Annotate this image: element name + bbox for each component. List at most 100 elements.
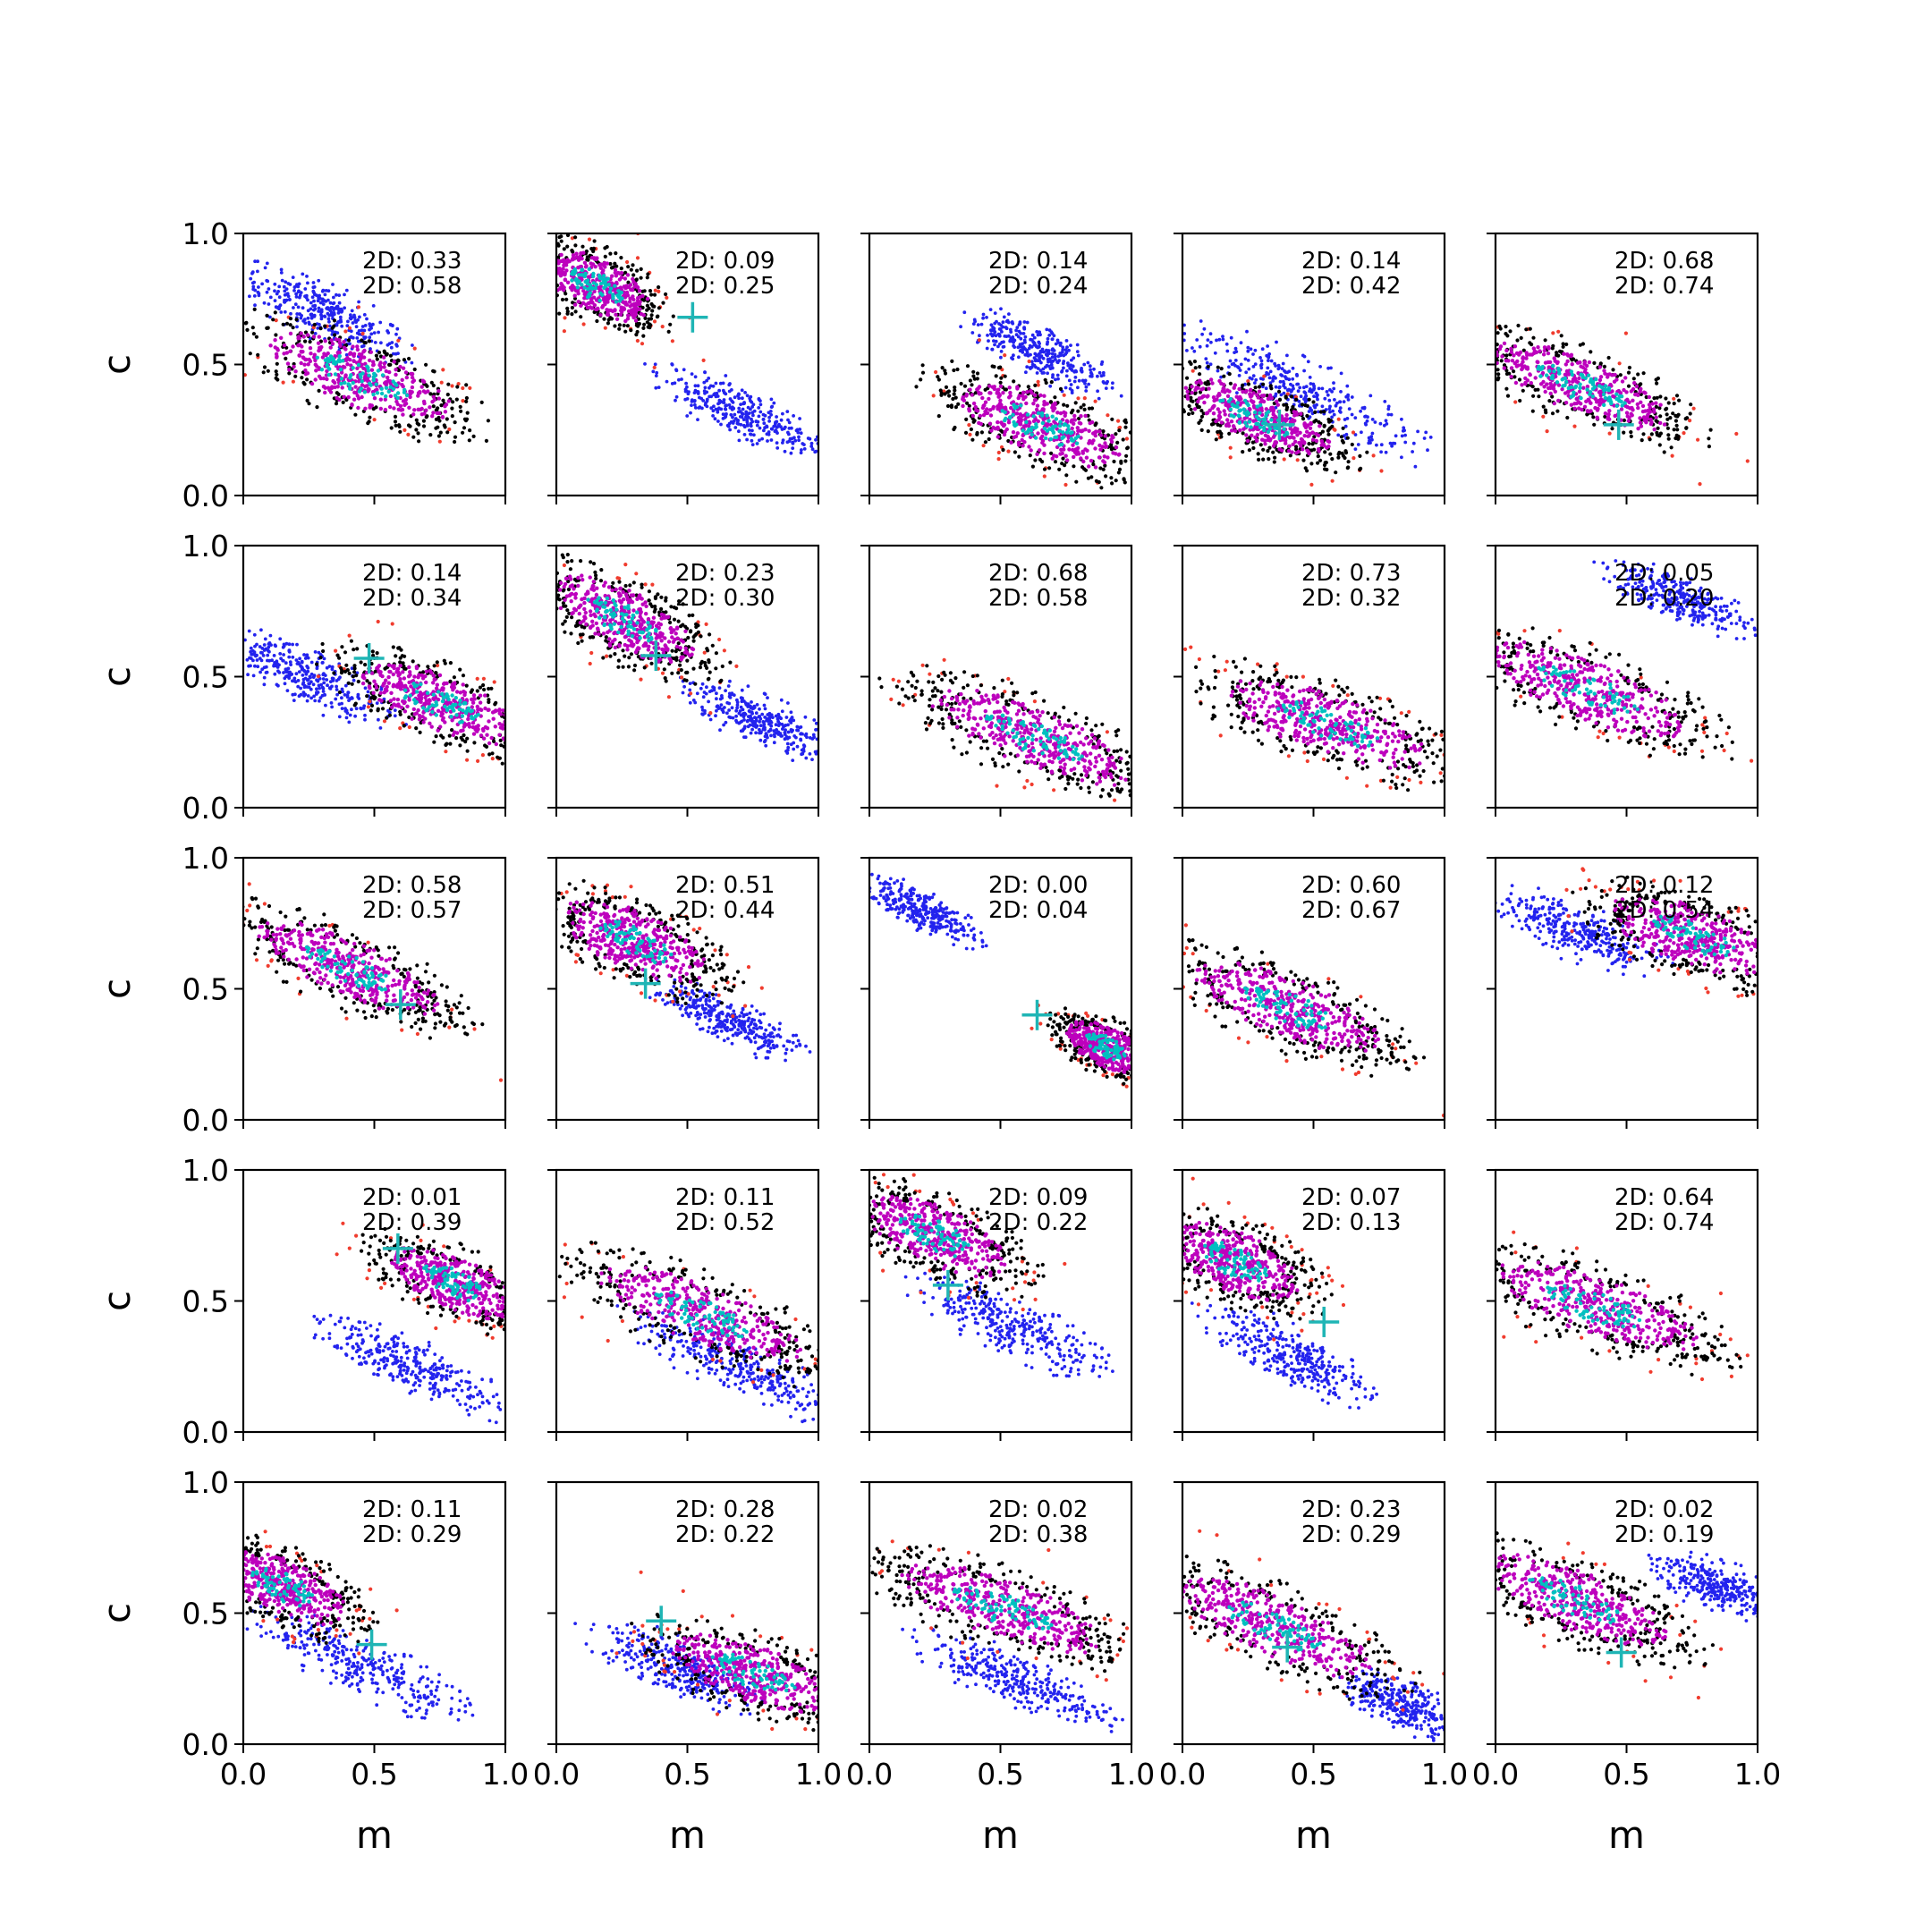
data-point bbox=[1246, 382, 1251, 386]
data-point bbox=[339, 377, 344, 381]
data-point bbox=[1253, 435, 1258, 440]
data-point bbox=[570, 248, 574, 253]
data-point bbox=[990, 364, 995, 369]
data-point bbox=[1051, 375, 1055, 379]
data-point bbox=[781, 411, 784, 416]
data-point bbox=[563, 259, 568, 264]
data-point bbox=[1224, 342, 1229, 346]
data-point bbox=[294, 658, 299, 662]
data-point bbox=[634, 306, 639, 310]
data-point bbox=[1033, 436, 1038, 440]
data-point bbox=[724, 403, 729, 408]
data-point bbox=[1508, 329, 1513, 334]
data-point bbox=[959, 325, 962, 329]
data-point bbox=[327, 367, 332, 371]
data-point bbox=[353, 318, 358, 323]
data-point bbox=[1062, 435, 1066, 439]
data-point bbox=[249, 646, 253, 650]
data-point bbox=[1258, 425, 1263, 429]
data-point bbox=[283, 289, 287, 293]
data-point bbox=[1301, 417, 1306, 421]
data-point bbox=[341, 359, 345, 363]
data-point bbox=[1643, 418, 1648, 422]
data-point bbox=[1565, 390, 1571, 394]
data-point bbox=[441, 368, 445, 372]
data-point bbox=[352, 390, 357, 394]
data-point bbox=[306, 281, 309, 285]
data-point bbox=[430, 400, 435, 404]
data-point bbox=[317, 306, 321, 310]
data-point bbox=[292, 699, 296, 702]
data-point bbox=[1597, 365, 1603, 369]
data-point bbox=[1666, 433, 1671, 437]
data-point bbox=[410, 360, 414, 365]
data-point bbox=[747, 415, 750, 419]
data-point bbox=[1651, 407, 1657, 411]
data-point bbox=[996, 406, 1000, 411]
data-point bbox=[1084, 455, 1089, 460]
data-point bbox=[968, 387, 972, 392]
data-point bbox=[1287, 387, 1291, 392]
data-point bbox=[1504, 369, 1509, 373]
data-point bbox=[952, 368, 956, 373]
data-point bbox=[1582, 404, 1588, 409]
data-point bbox=[651, 369, 656, 374]
data-point bbox=[278, 637, 283, 641]
data-point bbox=[1538, 349, 1542, 353]
data-point bbox=[267, 658, 272, 663]
data-point bbox=[610, 274, 614, 278]
data-point bbox=[1012, 340, 1015, 344]
data-point bbox=[625, 324, 631, 328]
data-point bbox=[279, 335, 284, 340]
data-point bbox=[645, 308, 649, 312]
data-point bbox=[281, 658, 285, 663]
data-point bbox=[1305, 429, 1309, 434]
data-point bbox=[321, 299, 325, 303]
data-point bbox=[484, 438, 489, 443]
data-point bbox=[1236, 413, 1241, 418]
data-point bbox=[1093, 446, 1097, 451]
data-point bbox=[436, 415, 441, 420]
data-point bbox=[1228, 407, 1233, 411]
data-point bbox=[1124, 453, 1129, 458]
data-point bbox=[266, 326, 270, 330]
data-point bbox=[468, 386, 472, 390]
data-point bbox=[573, 309, 578, 314]
data-point bbox=[463, 419, 469, 423]
data-point bbox=[1245, 413, 1250, 418]
data-point bbox=[283, 309, 287, 314]
data-point bbox=[257, 285, 260, 289]
data-point bbox=[1022, 440, 1027, 445]
data-point bbox=[1042, 451, 1046, 456]
data-point bbox=[428, 405, 432, 410]
data-point bbox=[1613, 372, 1617, 377]
data-point bbox=[252, 294, 257, 298]
data-point bbox=[291, 642, 294, 647]
data-point bbox=[1316, 433, 1321, 437]
data-point bbox=[343, 306, 346, 310]
data-point bbox=[799, 431, 803, 436]
data-point bbox=[1080, 367, 1083, 370]
data-point bbox=[407, 356, 411, 361]
data-point bbox=[450, 414, 454, 419]
data-point bbox=[256, 259, 259, 264]
data-point bbox=[355, 366, 360, 370]
data-point bbox=[707, 377, 711, 380]
data-point bbox=[979, 421, 984, 427]
data-point bbox=[570, 312, 574, 317]
data-point bbox=[1027, 445, 1031, 449]
data-point bbox=[685, 385, 689, 389]
data-point bbox=[607, 290, 613, 294]
data-point bbox=[315, 687, 318, 691]
data-point bbox=[814, 437, 818, 442]
data-point bbox=[471, 434, 476, 438]
data-point bbox=[332, 318, 337, 323]
data-point bbox=[1603, 384, 1608, 388]
data-point bbox=[316, 341, 321, 345]
data-point bbox=[439, 403, 444, 408]
data-point bbox=[1308, 376, 1312, 379]
data-point bbox=[1306, 434, 1310, 438]
data-point bbox=[599, 281, 604, 286]
data-point bbox=[1301, 386, 1306, 390]
data-point bbox=[296, 679, 301, 682]
